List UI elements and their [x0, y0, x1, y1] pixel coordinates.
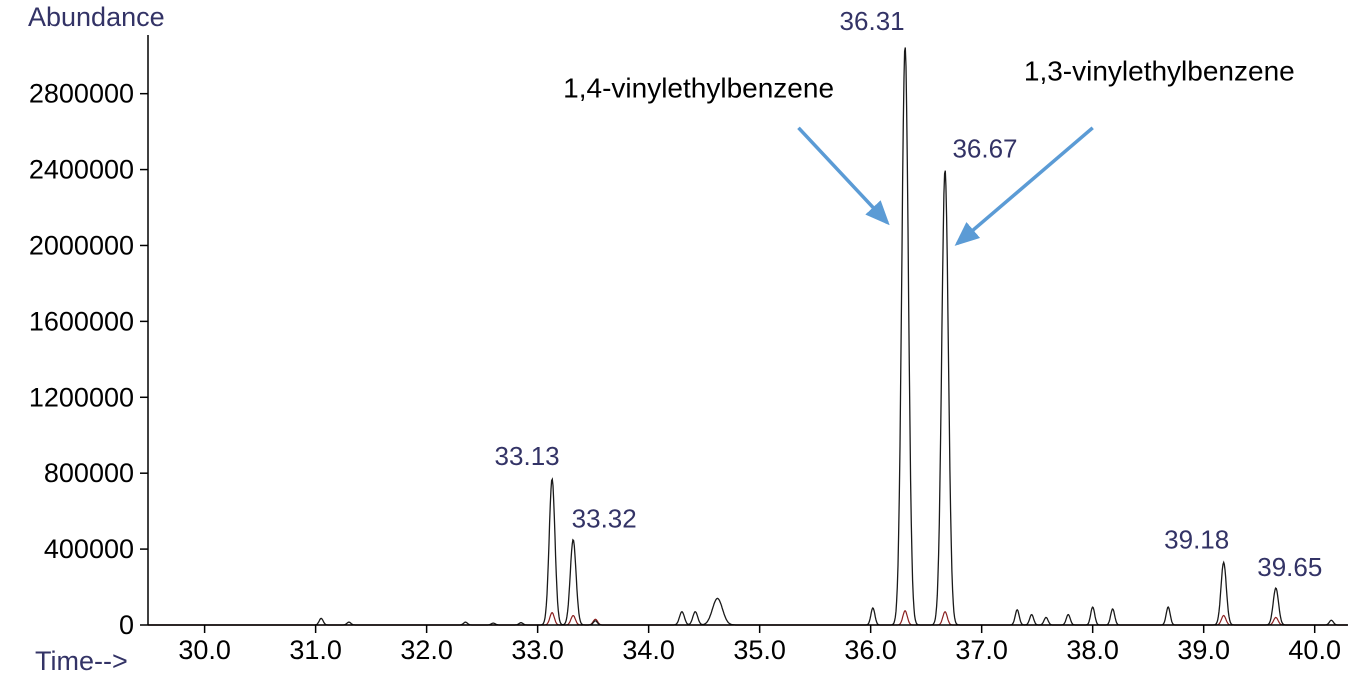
y-axis-title: Abundance [28, 2, 165, 32]
peak-labels: 33.13 33.32 36.31 36.67 39.18 39.65 [495, 6, 1323, 582]
peak-retention-time-label: 39.65 [1257, 552, 1322, 582]
x-tick-label: 34.0 [622, 635, 675, 665]
x-tick-label: 30.0 [178, 635, 231, 665]
annotation-arrow [954, 126, 1094, 246]
x-tick-label: 39.0 [1177, 635, 1230, 665]
x-tick-label: 36.0 [844, 635, 897, 665]
compound-annotation-label: 1,4-vinylethylbenzene [563, 73, 834, 104]
secondary-trace-path [148, 610, 1348, 626]
secondary-trace [148, 610, 1348, 626]
x-tick-label: 33.0 [511, 635, 564, 665]
x-axis-title: Time--> [35, 646, 128, 676]
y-tick-label: 1600000 [29, 306, 134, 336]
x-tick-label: 32.0 [400, 635, 453, 665]
peak-retention-time-label: 36.31 [840, 6, 905, 36]
annotations: 1,4-vinylethylbenzene 1,3-vinylethylbenze… [563, 55, 1295, 246]
x-tick-label: 35.0 [733, 635, 786, 665]
peak-retention-time-label: 33.13 [495, 441, 560, 471]
y-tick-label: 2400000 [29, 155, 134, 185]
compound-annotation-label: 1,3-vinylethylbenzene [1024, 55, 1295, 86]
y-tick-label: 1200000 [29, 382, 134, 412]
peak-retention-time-label: 33.32 [572, 504, 637, 534]
x-tick-label: 37.0 [955, 635, 1008, 665]
y-tick-label: 2000000 [29, 230, 134, 260]
y-tick-label: 800000 [44, 458, 134, 488]
x-tick-label: 40.0 [1288, 635, 1341, 665]
y-tick-label: 400000 [44, 534, 134, 564]
axes [147, 35, 1348, 626]
peak-retention-time-label: 39.18 [1164, 524, 1229, 554]
axis-ticks: 30.0 31.0 32.0 33.0 34.0 35.0 36.0 37.0 38.0 39.0… [29, 79, 1341, 665]
y-tick-label: 0 [119, 610, 134, 640]
y-tick-label: 2800000 [29, 79, 134, 109]
x-tick-label: 31.0 [289, 635, 342, 665]
x-tick-label: 38.0 [1066, 635, 1119, 665]
annotation-arrow [797, 126, 890, 226]
peak-retention-time-label: 36.67 [952, 134, 1017, 164]
